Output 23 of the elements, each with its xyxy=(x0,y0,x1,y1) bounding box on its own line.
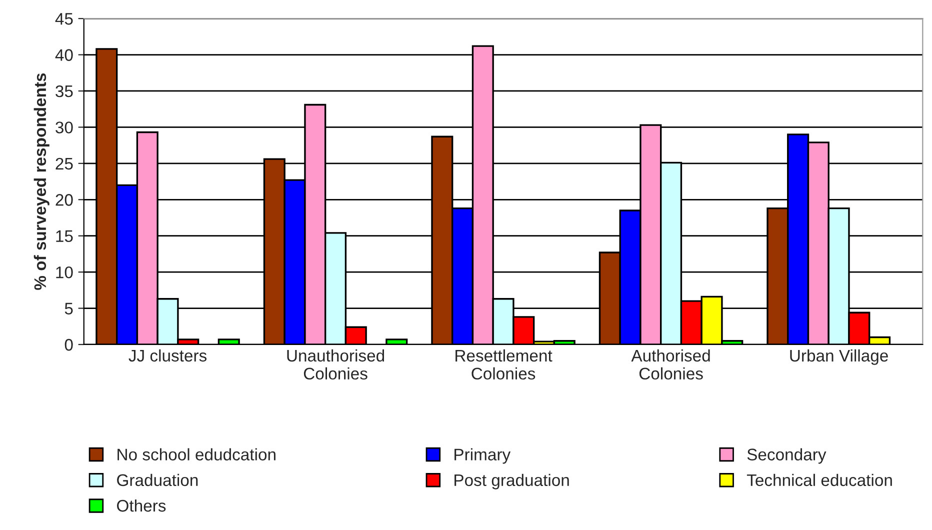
y-tick-label: 5 xyxy=(64,302,73,314)
legend-label: Others xyxy=(117,499,166,512)
x-tick-label: Unauthorised Colonies xyxy=(287,349,384,380)
y-tick-label: 35 xyxy=(56,85,73,98)
legend-label: Secondary xyxy=(747,448,826,464)
y-tick-label: 45 xyxy=(55,13,73,25)
x-tick-label: JJ clusters xyxy=(128,349,207,362)
legend-label: No school edudcation xyxy=(118,448,276,460)
x-tick-label: Authorised Colonies xyxy=(631,349,710,380)
x-tick-label: Resettlement Colonies xyxy=(456,349,552,380)
legend-label: Technical education xyxy=(746,474,892,486)
y-tick-label: 15 xyxy=(56,230,73,242)
legend-label: Post graduation xyxy=(454,474,569,490)
y-tick-label: 40 xyxy=(55,49,73,61)
y-tick-label: 25 xyxy=(56,158,73,170)
x-tick-label: Urban Village xyxy=(790,349,888,365)
legend-label: Primary xyxy=(454,448,511,464)
legend-label: Graduation xyxy=(117,474,198,486)
y-tick-label: 20 xyxy=(56,194,73,206)
y-tick-label: 30 xyxy=(56,122,73,134)
y-tick-label: 10 xyxy=(56,266,73,278)
y-axis-title: % of surveyed respondents xyxy=(34,73,50,290)
y-tick-label: 0 xyxy=(64,338,73,351)
